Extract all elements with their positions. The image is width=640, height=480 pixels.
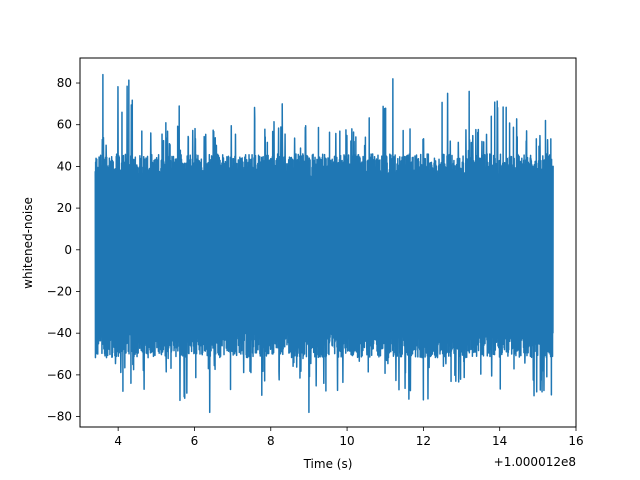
x-tick-label: 8 — [267, 434, 275, 448]
y-tick-label: 80 — [57, 76, 72, 90]
y-tick-label: −80 — [47, 410, 72, 424]
series-layer — [94, 73, 554, 414]
y-tick-label: −40 — [47, 326, 72, 340]
y-tick-label: −60 — [47, 368, 72, 382]
x-ticks: 4 6 8 10 12 14 16 — [114, 427, 584, 448]
y-tick-label: 60 — [57, 118, 72, 132]
y-ticks: −80 −60 −40 −20 0 20 40 60 80 — [47, 76, 80, 424]
x-axis-label: Time (s) — [303, 457, 353, 471]
y-axis-label: whitened-noise — [21, 197, 35, 289]
x-tick-label: 10 — [339, 434, 354, 448]
y-tick-label: 20 — [57, 201, 72, 215]
x-offset-label: +1.000012e8 — [494, 455, 576, 469]
y-tick-label: 0 — [64, 243, 72, 257]
y-tick-label: −20 — [47, 284, 72, 298]
axes-frame — [79, 57, 577, 428]
series-line — [94, 73, 554, 414]
x-tick-label: 14 — [492, 434, 507, 448]
x-tick-label: 16 — [568, 434, 583, 448]
y-tick-label: 40 — [57, 159, 72, 173]
x-tick-label: 12 — [416, 434, 431, 448]
x-tick-label: 6 — [191, 434, 199, 448]
x-tick-label: 4 — [114, 434, 122, 448]
